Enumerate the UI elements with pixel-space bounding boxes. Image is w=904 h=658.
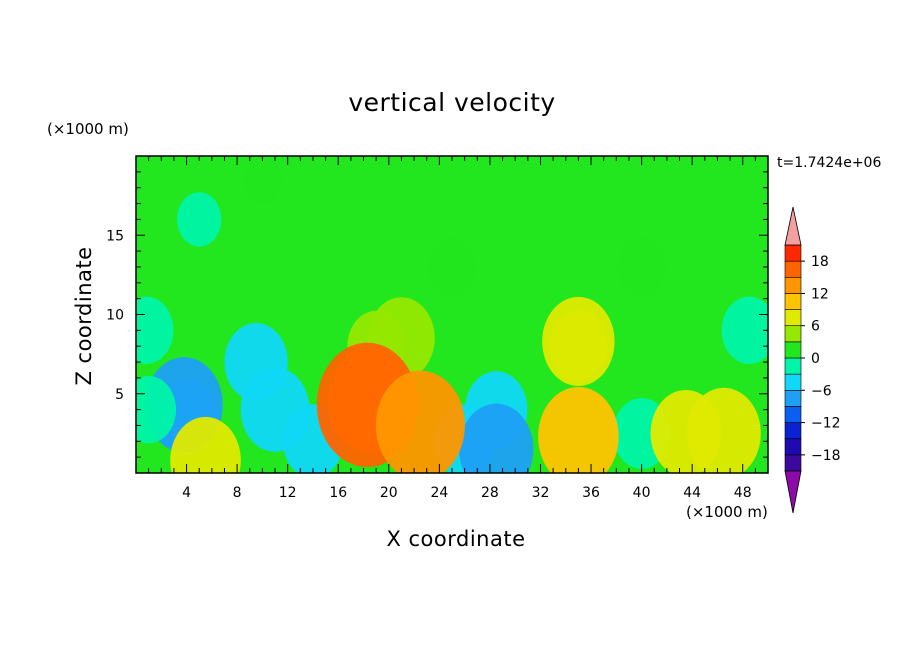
colorbar-band	[784, 309, 802, 327]
contour-region	[542, 296, 615, 386]
colorbar-tick-label: −6	[811, 383, 832, 399]
colorbar-band	[784, 454, 802, 472]
y-tick-label: 10	[106, 308, 124, 324]
y-tick-label: 5	[115, 387, 124, 403]
x-tick-label: 32	[532, 485, 550, 501]
colorbar-band	[784, 389, 802, 407]
colorbar-band	[784, 422, 802, 440]
contour-region	[427, 237, 477, 297]
x-tick-label: 48	[734, 485, 752, 501]
x-tick-label: 8	[233, 485, 242, 501]
time-label: t=1.7424e+06	[777, 155, 882, 171]
y-axis-label: Z coordinate	[72, 246, 96, 386]
contour-region	[242, 156, 282, 204]
colorbar-band	[784, 260, 802, 278]
contour-region	[375, 370, 465, 473]
x-tick-label: 44	[683, 485, 701, 501]
colorbar-tick-label: 6	[811, 319, 820, 335]
colorbar-band	[784, 357, 802, 375]
contour-region	[617, 237, 666, 297]
colorbar-band	[784, 244, 802, 262]
x-tick-label: 12	[279, 485, 297, 501]
contour-field	[136, 156, 768, 473]
colorbar-over-arrow	[784, 206, 802, 246]
colorbar-band	[784, 438, 802, 456]
y-tick-label: 15	[106, 228, 124, 244]
x-tick-label: 24	[430, 485, 448, 501]
contour-region	[721, 296, 768, 365]
colorbar-tick-label: −12	[811, 416, 841, 432]
colorbar-band	[784, 373, 802, 391]
x-axis-label: X coordinate	[386, 527, 526, 551]
x-tick-label: 36	[582, 485, 600, 501]
colorbar: 18 12 6 0 −6 −12 −18	[784, 206, 841, 514]
contour-region	[170, 416, 241, 473]
x-tick-label: 4	[182, 485, 191, 501]
colorbar-tick-label: 18	[811, 254, 829, 270]
colorbar-band	[784, 325, 802, 343]
contour-region	[538, 386, 619, 473]
colorbar-tick-label: −18	[811, 448, 841, 464]
x-tick-label: 20	[380, 485, 398, 501]
colorbar-tick-label: 12	[811, 286, 829, 302]
chart-title: vertical velocity	[348, 88, 556, 117]
contour-region	[136, 296, 174, 365]
contour-region	[686, 387, 761, 473]
x-axis-unit: (×1000 m)	[686, 503, 768, 521]
x-tick-label: 28	[481, 485, 499, 501]
x-tick-label: 40	[633, 485, 651, 501]
colorbar-band	[784, 406, 802, 423]
contour-region	[136, 375, 177, 444]
colorbar-band	[784, 341, 802, 359]
contour-region	[177, 192, 222, 247]
x-tick-label: 16	[329, 485, 347, 501]
contour-region	[459, 403, 534, 473]
colorbar-band	[784, 276, 802, 294]
colorbar-under-arrow	[784, 470, 802, 514]
y-axis-unit: (×1000 m)	[47, 120, 129, 138]
colorbar-band	[784, 293, 802, 310]
colorbar-tick-label: 0	[811, 351, 820, 367]
